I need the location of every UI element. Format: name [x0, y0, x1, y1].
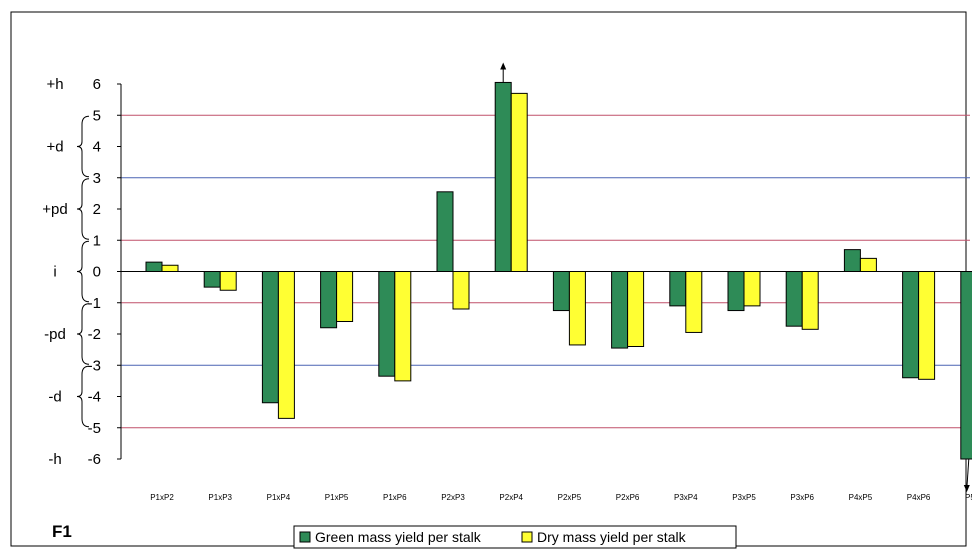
x-tick-label: P3xP4 [674, 493, 698, 502]
brace [76, 178, 90, 240]
legend-box [293, 525, 737, 549]
bar [277, 271, 295, 419]
bar [902, 271, 920, 379]
y-tick-label: 4 [93, 139, 101, 156]
bar [859, 257, 877, 272]
x-tick-label: P5xP6 [965, 493, 972, 502]
x-tick-label: P4xP6 [907, 493, 931, 502]
x-tick-label: P3xP5 [732, 493, 756, 502]
legend-label: Green mass yield per stalk [315, 529, 482, 545]
x-tick-label: P1xP3 [208, 493, 232, 502]
bar [394, 271, 412, 382]
legend: Green mass yield per stalk Dry mass yield… [293, 525, 737, 549]
bar [568, 271, 586, 346]
classification-label: +h [46, 76, 63, 93]
classification-label: i [53, 264, 56, 281]
y-tick-label: -4 [88, 389, 101, 406]
bar [336, 271, 354, 322]
y-tick-label: -5 [88, 420, 101, 437]
x-tick-label: P1xP5 [325, 493, 349, 502]
brace [76, 303, 90, 365]
bar [843, 249, 861, 272]
legend-swatch [299, 531, 311, 543]
classification-label: +d [46, 139, 63, 156]
bar [627, 271, 645, 347]
bar [685, 271, 703, 333]
classification-label: -h [48, 451, 61, 468]
classification-label: -d [48, 389, 61, 406]
bar [552, 271, 570, 312]
classification-label: +pd [42, 201, 67, 218]
y-tick-label: 0 [93, 264, 101, 281]
brace [76, 240, 90, 303]
y-tick-label: -3 [88, 357, 101, 374]
x-tick-label: P2xP4 [499, 493, 523, 502]
bar [918, 271, 936, 380]
overflow-arrow-down [966, 458, 970, 490]
bar [669, 271, 687, 307]
bar [145, 261, 163, 272]
bar [452, 271, 470, 310]
x-tick-label: P1xP2 [150, 493, 174, 502]
brace [76, 365, 90, 428]
x-axis: P1xP2 P1xP3 P1xP4 P1xP5 P1xP6 P2xP3 P2xP4 P2xP5… [121, 271, 972, 502]
classification-label: -pd [44, 326, 66, 343]
y-tick-label: -1 [88, 295, 101, 312]
y-axis: 6 5 4 3 2 1 0 -1 -2 -3 -4 -5 -6 [88, 76, 122, 468]
bar [261, 271, 279, 404]
y-tick-label: -2 [88, 326, 101, 343]
legend-label: Dry mass yield per stalk [537, 529, 687, 545]
bar [494, 81, 512, 272]
x-tick-label: P2xP6 [616, 493, 640, 502]
y-tick-label: -6 [88, 451, 101, 468]
y-tick-label: 2 [93, 201, 101, 218]
chart-border [10, 11, 967, 547]
panel-label: F1 [52, 522, 72, 541]
bars [145, 81, 972, 460]
brace [76, 115, 90, 178]
x-tick-label: P3xP6 [790, 493, 814, 502]
bar [611, 271, 629, 349]
classification-labels: +h +d +pd i -pd -d -h [42, 76, 90, 468]
x-tick-label: P1xP4 [267, 493, 291, 502]
y-tick-label: 1 [93, 232, 101, 249]
legend-swatch [521, 531, 533, 543]
bar [219, 271, 237, 291]
bar [960, 271, 972, 460]
bar [378, 271, 396, 377]
bar [801, 271, 819, 330]
bar [743, 271, 761, 307]
y-tick-label: 6 [93, 76, 101, 93]
bar [727, 271, 745, 312]
bar [161, 264, 179, 272]
x-tick-label: P4xP5 [849, 493, 873, 502]
y-tick-label: 5 [93, 107, 101, 124]
x-tick-label: P1xP6 [383, 493, 407, 502]
bar [510, 92, 528, 272]
bar [785, 271, 803, 327]
y-tick-label: 3 [93, 170, 101, 187]
overflow-arrows [500, 62, 970, 492]
x-tick-label: P2xP5 [558, 493, 582, 502]
bar [436, 191, 454, 272]
bar [320, 271, 338, 329]
arrow-head [963, 485, 970, 492]
arrow-head [500, 62, 507, 70]
x-tick-label: P2xP3 [441, 493, 465, 502]
bar [203, 271, 221, 288]
